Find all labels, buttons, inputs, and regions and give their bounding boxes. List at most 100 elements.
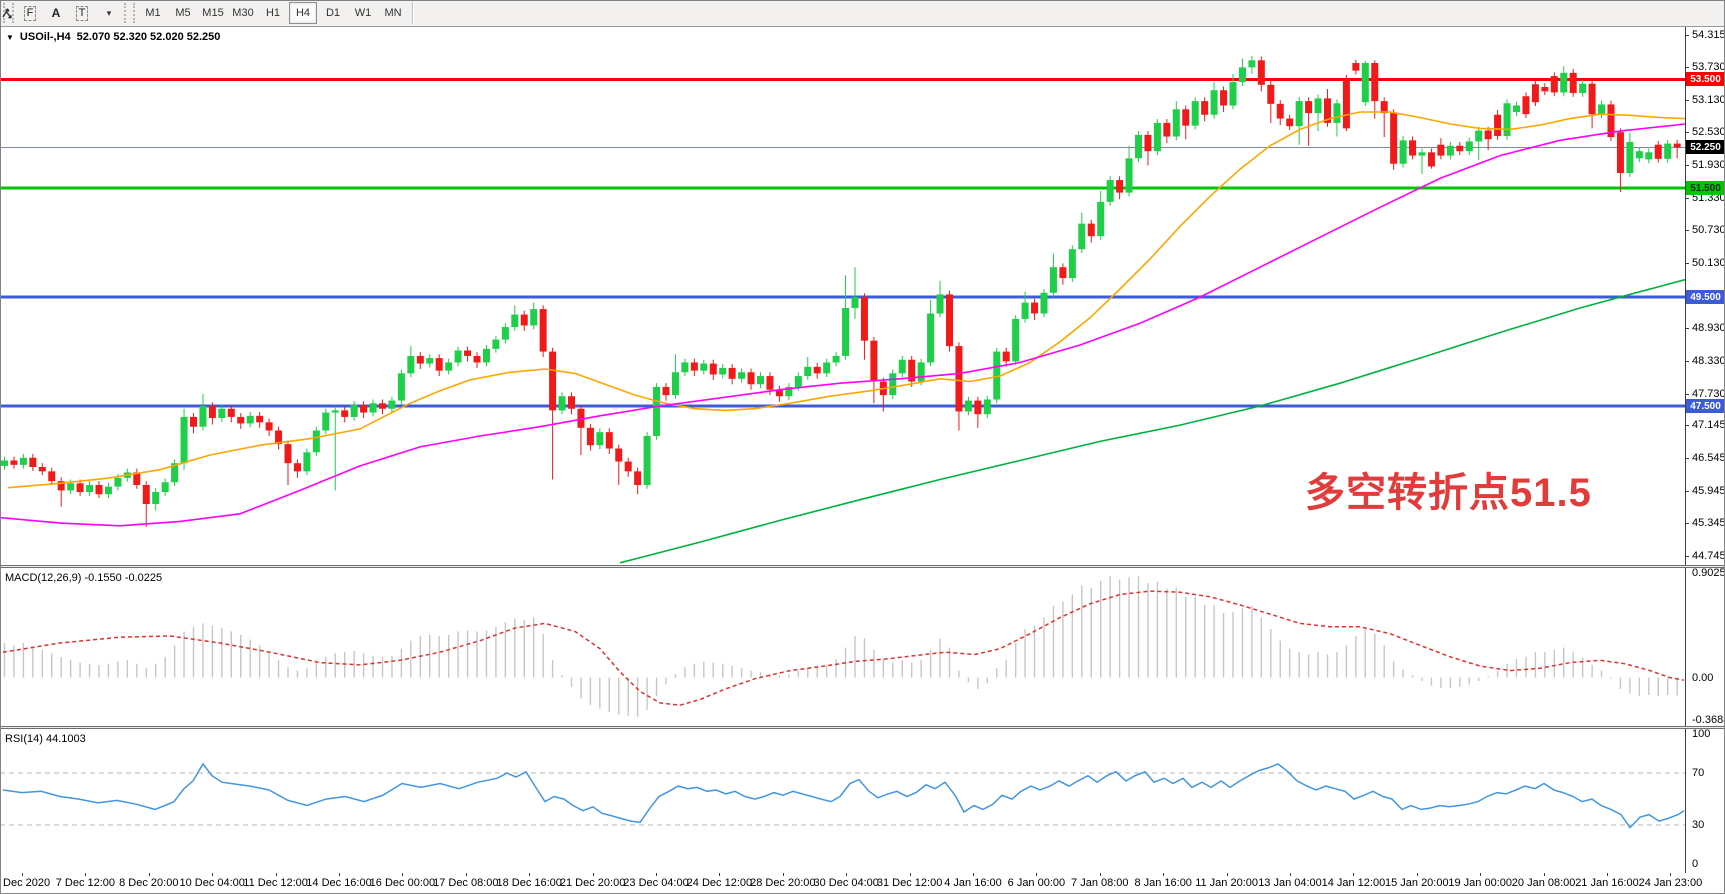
candle-body (369, 403, 377, 413)
rsi-axis-label: 30 (1692, 819, 1705, 832)
candle-body (983, 399, 991, 415)
candle-body (350, 404, 358, 417)
ma-mid-magenta (0, 123, 1685, 527)
candle-body (1531, 84, 1539, 103)
candle-body (1031, 302, 1039, 314)
price-axis-label: 51.930 (1692, 158, 1725, 171)
chart-dropdown-icon[interactable]: ▼ (6, 32, 14, 42)
candle-body (1305, 101, 1313, 114)
candle-body (898, 359, 906, 374)
candle-body (426, 358, 434, 364)
fibonacci-tool-button[interactable]: F (18, 2, 42, 24)
candle-body (1371, 63, 1379, 102)
candle-body (1418, 152, 1426, 156)
date-axis-tick (592, 873, 594, 876)
timeframe-button-d1[interactable]: D1 (325, 7, 341, 19)
date-axis-tick (909, 873, 911, 876)
date-axis-tick (529, 873, 531, 876)
date-axis-tick (22, 873, 23, 876)
price-axis-label: 50.730 (1692, 224, 1725, 237)
date-axis-label: 13 Jan 04:00 (1258, 877, 1322, 889)
candle-body (889, 373, 897, 396)
candle-body (1654, 144, 1662, 159)
candle-body (76, 483, 84, 493)
candle-body (785, 386, 793, 397)
candle-body (1352, 63, 1360, 71)
candle-body (558, 396, 566, 411)
toolbar-grip[interactable] (3, 3, 14, 23)
candle-body (1021, 302, 1029, 319)
candle-body (634, 471, 642, 485)
arrows-icon (2, 8, 12, 19)
candle-body (1664, 143, 1672, 159)
price-badge-52.250: 52.250 (1686, 140, 1725, 155)
timeframe-button-m1[interactable]: M1 (145, 7, 161, 19)
label-tool-button[interactable]: T (70, 2, 94, 24)
chart-title[interactable]: ▼ USOil-,H4 52.070 52.320 52.020 52.250 (6, 31, 220, 43)
candle-body (1541, 86, 1549, 92)
timeframe-button-m15[interactable]: M15 (202, 7, 224, 19)
candle-body (171, 463, 179, 483)
candle-body (1427, 152, 1435, 167)
chevron-down-icon[interactable]: ▾ (106, 7, 112, 18)
candle-body (1116, 180, 1124, 193)
toolbar-grip-2[interactable] (124, 3, 135, 23)
price-axis[interactable] (1685, 26, 1725, 873)
price-axis-label: 48.330 (1692, 354, 1725, 367)
candle-body (794, 376, 802, 387)
date-axis-label: 30 Dec 04:00 (813, 877, 879, 889)
candle-body (586, 427, 594, 446)
candle-body (1645, 152, 1653, 160)
text-tool-button[interactable]: A (51, 6, 61, 20)
date-axis-tick (846, 873, 848, 876)
candle-body (1201, 101, 1209, 115)
candle-body (464, 350, 472, 356)
candle-body (1191, 101, 1199, 126)
rsi-axis-label: 100 (1692, 728, 1711, 741)
candle-body (955, 346, 963, 412)
candle-body (1598, 104, 1606, 115)
timeframe-button-h4[interactable]: H4 (289, 2, 317, 24)
arrows-tool-button[interactable]: ▾ (2, 2, 120, 24)
candle-body (1437, 144, 1445, 156)
price-axis-label: 53.130 (1692, 93, 1725, 106)
macd-pane[interactable] (0, 568, 1685, 726)
axis-tick (1685, 458, 1689, 460)
timeframe-button-m30[interactable]: M30 (232, 7, 254, 19)
rsi-pane[interactable] (0, 729, 1685, 873)
timeframe-button-w1[interactable]: W1 (354, 7, 372, 19)
candle-body (1569, 72, 1577, 93)
candle-body (1380, 101, 1388, 114)
candle-body (860, 297, 868, 341)
candle-body (208, 406, 216, 418)
axis-tick (1685, 66, 1689, 68)
timeframe-button-h1[interactable]: H1 (265, 7, 281, 19)
candle-body (104, 486, 112, 495)
candle-body (908, 359, 916, 382)
timeframe-button-m5[interactable]: M5 (175, 7, 191, 19)
date-axis-label: 17 Dec 08:00 (433, 877, 499, 889)
candle-body (1465, 141, 1473, 152)
candle-body (1059, 267, 1067, 279)
date-axis-tick (212, 873, 214, 876)
rsi-axis-label: 70 (1692, 767, 1705, 780)
macd-signal-line (2, 590, 1685, 706)
symbol-period-label: USOil-,H4 (19, 31, 71, 43)
candle-body (549, 351, 557, 411)
candle-body (1, 460, 8, 466)
main-chart-pane[interactable] (0, 26, 1685, 565)
candle-body (1267, 84, 1275, 104)
date-axis-tick (1290, 873, 1291, 876)
candle-body (331, 410, 339, 413)
pane-separator-1[interactable] (0, 565, 1725, 568)
timeframe-button-mn[interactable]: MN (384, 7, 402, 19)
candle-body (1002, 351, 1010, 362)
date-axis-tick (148, 873, 150, 876)
date-axis-tick (782, 873, 784, 876)
candle-body (1314, 98, 1322, 114)
date-axis-tick (973, 873, 974, 876)
candle-body (511, 314, 519, 328)
candle-body (1484, 130, 1492, 140)
pane-separator-2[interactable] (0, 726, 1725, 729)
candle-body (1475, 130, 1483, 142)
